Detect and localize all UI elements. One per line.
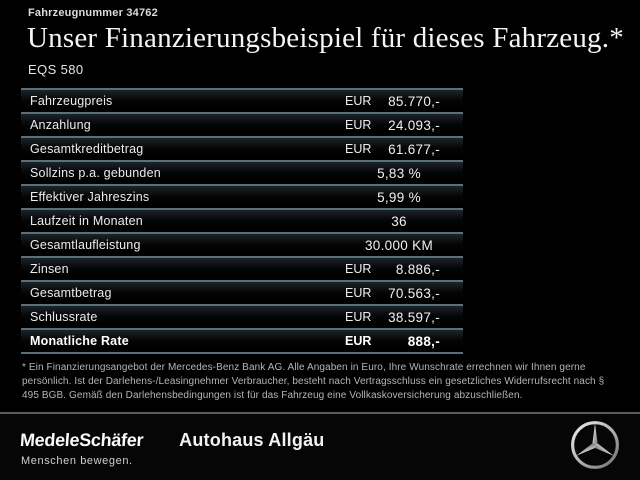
row-separator bbox=[21, 184, 463, 186]
table-row: Sollzins p.a. gebunden 5,83 % bbox=[21, 162, 463, 184]
row-separator bbox=[21, 232, 463, 234]
row-currency: EUR bbox=[345, 94, 372, 108]
row-label: Schlussrate bbox=[30, 310, 98, 324]
row-separator bbox=[21, 328, 463, 330]
table-row: Effektiver Jahreszins 5,99 % bbox=[21, 186, 463, 208]
row-value: 888,- bbox=[407, 333, 440, 349]
row-value-cell: 5,99 % bbox=[345, 190, 463, 205]
table-row: Fahrzeugpreis EUR 85.770,- bbox=[21, 90, 463, 112]
row-label: Fahrzeugpreis bbox=[30, 94, 113, 108]
row-value: 5,83 % bbox=[377, 165, 421, 181]
row-separator bbox=[21, 136, 463, 138]
row-label: Effektiver Jahreszins bbox=[30, 190, 150, 204]
row-value: 24.093,- bbox=[388, 117, 440, 133]
row-value: 70.563,- bbox=[388, 285, 440, 301]
row-label: Gesamtbetrag bbox=[30, 286, 112, 300]
row-value: 30.000 KM bbox=[365, 237, 433, 253]
row-currency: EUR bbox=[345, 118, 372, 132]
row-value: 85.770,- bbox=[388, 93, 440, 109]
table-row: Laufzeit in Monaten 36 bbox=[21, 210, 463, 232]
row-separator bbox=[21, 352, 463, 354]
row-separator bbox=[21, 208, 463, 210]
table-row: Gesamtbetrag EUR 70.563,- bbox=[21, 282, 463, 304]
row-label: Anzahlung bbox=[30, 118, 91, 132]
row-currency: EUR bbox=[345, 334, 372, 348]
page-title: Unser Finanzierungsbeispiel für dieses F… bbox=[27, 22, 624, 54]
row-value-cell: EUR 61.677,- bbox=[345, 142, 463, 157]
row-label: Monatliche Rate bbox=[30, 334, 129, 348]
row-currency: EUR bbox=[345, 286, 372, 300]
row-label: Gesamtkreditbetrag bbox=[30, 142, 144, 156]
row-separator bbox=[21, 280, 463, 282]
row-separator bbox=[21, 112, 463, 114]
row-separator bbox=[21, 88, 463, 90]
row-value-cell: EUR 38.597,- bbox=[345, 310, 463, 325]
row-value-cell: 5,83 % bbox=[345, 166, 463, 181]
row-label: Gesamtlaufleistung bbox=[30, 238, 141, 252]
row-value-cell: EUR 70.563,- bbox=[345, 286, 463, 301]
row-separator bbox=[21, 160, 463, 162]
row-label: Zinsen bbox=[30, 262, 69, 276]
row-currency: EUR bbox=[345, 262, 372, 276]
row-value: 61.677,- bbox=[388, 141, 440, 157]
finance-table: Fahrzeugpreis EUR 85.770,- Anzahlung EUR… bbox=[21, 88, 463, 354]
row-value-cell: EUR 8.886,- bbox=[345, 262, 463, 277]
row-label: Sollzins p.a. gebunden bbox=[30, 166, 161, 180]
table-row: Anzahlung EUR 24.093,- bbox=[21, 114, 463, 136]
footer: MedeleSchäfer Autohaus Allgäu Menschen b… bbox=[0, 414, 640, 480]
dealer-slogan: Menschen bewegen. bbox=[21, 455, 133, 467]
table-row: Zinsen EUR 8.886,- bbox=[21, 258, 463, 280]
vehicle-number: Fahrzeugnummer 34762 bbox=[28, 7, 158, 19]
row-value: 36 bbox=[391, 213, 407, 229]
table-row: Gesamtkreditbetrag EUR 61.677,- bbox=[21, 138, 463, 160]
row-value: 38.597,- bbox=[388, 309, 440, 325]
fine-print: * Ein Finanzierungsangebot der Mercedes-… bbox=[22, 362, 605, 401]
row-value-cell: 36 bbox=[345, 214, 463, 229]
row-separator bbox=[21, 256, 463, 258]
dealer-logos: MedeleSchäfer Autohaus Allgäu bbox=[19, 430, 325, 451]
row-separator bbox=[21, 304, 463, 306]
row-value-cell: EUR 85.770,- bbox=[345, 94, 463, 109]
row-value-cell: 30.000 KM bbox=[345, 238, 463, 253]
row-label: Laufzeit in Monaten bbox=[30, 214, 143, 228]
mercedes-star-icon bbox=[571, 421, 619, 469]
dealer-logo-medele-schaefer: MedeleSchäfer bbox=[19, 430, 144, 450]
row-value: 5,99 % bbox=[377, 189, 421, 205]
vehicle-model: EQS 580 bbox=[28, 62, 84, 77]
row-currency: EUR bbox=[345, 310, 372, 324]
footer-divider bbox=[0, 412, 640, 414]
row-value-cell: EUR 888,- bbox=[345, 334, 463, 349]
dealer-logo-autohaus-allgaeu: Autohaus Allgäu bbox=[179, 430, 325, 450]
row-value-cell: EUR 24.093,- bbox=[345, 118, 463, 133]
table-row: Monatliche Rate EUR 888,- bbox=[21, 330, 463, 352]
table-row: Schlussrate EUR 38.597,- bbox=[21, 306, 463, 328]
row-currency: EUR bbox=[345, 142, 372, 156]
row-value: 8.886,- bbox=[395, 261, 440, 277]
table-row: Gesamtlaufleistung 30.000 KM bbox=[21, 234, 463, 256]
